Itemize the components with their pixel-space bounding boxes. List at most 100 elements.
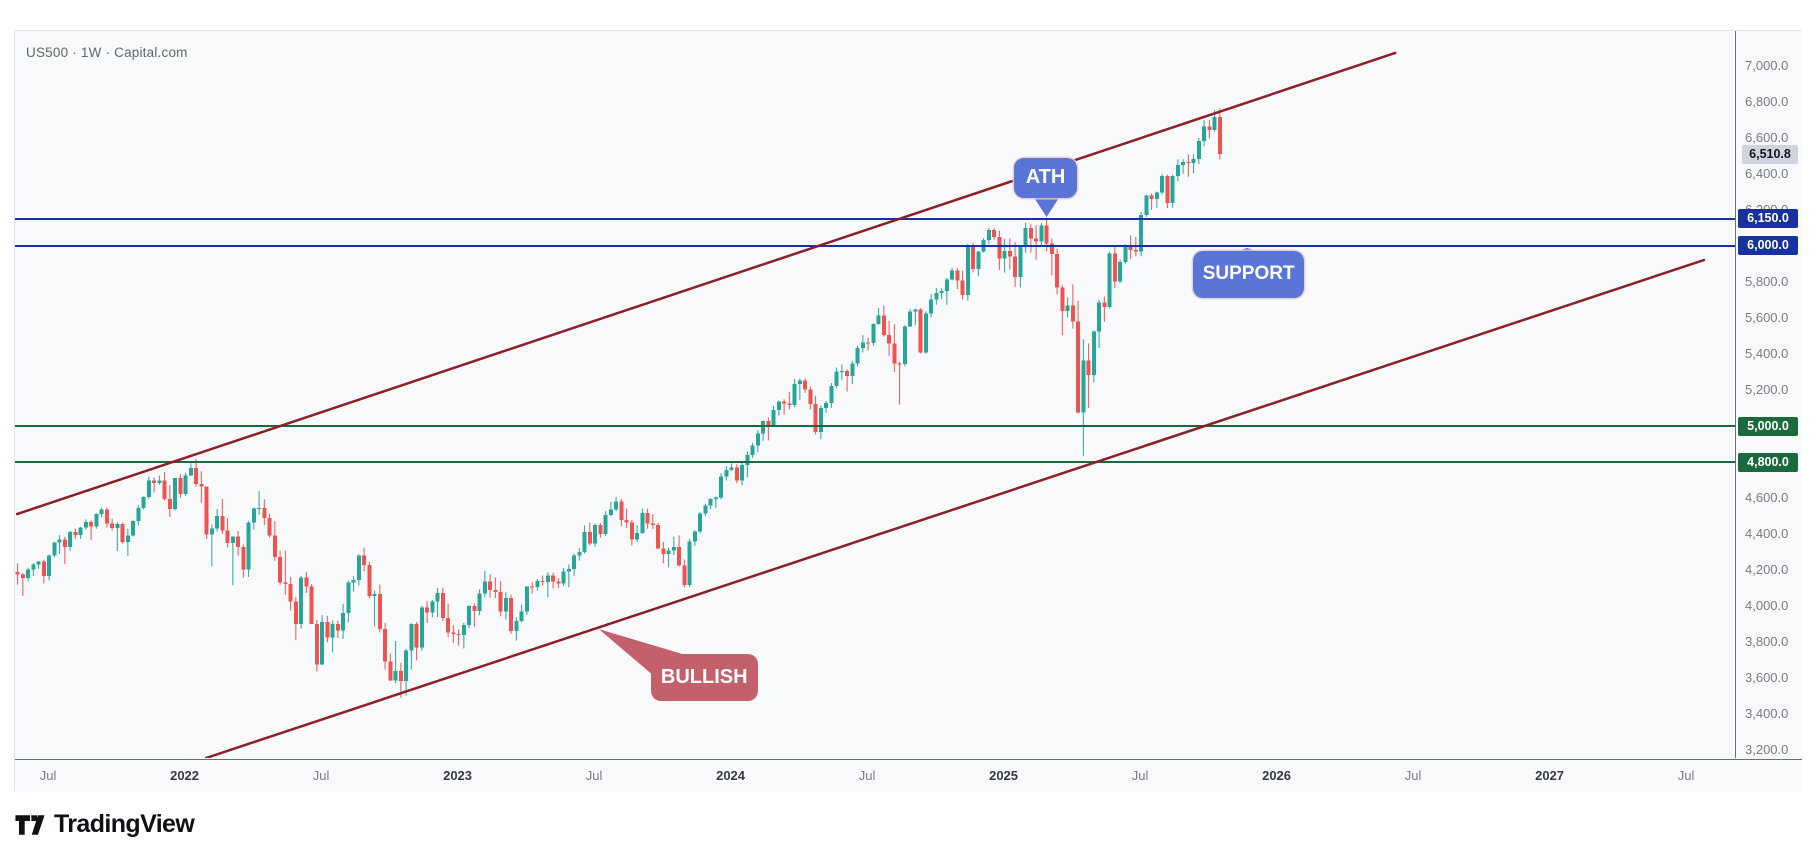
candle-body bbox=[246, 522, 251, 570]
candle-body bbox=[1049, 243, 1054, 255]
candle-body bbox=[509, 597, 514, 631]
candle-body bbox=[587, 532, 592, 544]
candle-body bbox=[986, 229, 991, 241]
price-tick-label: 4,200.0 bbox=[1745, 562, 1789, 578]
candle-body bbox=[666, 550, 671, 555]
candle-body bbox=[62, 539, 67, 548]
candle-body bbox=[152, 480, 157, 484]
time-tick-month: Jul bbox=[1677, 768, 1695, 783]
candle-body bbox=[215, 515, 220, 529]
candle-body bbox=[1018, 246, 1023, 278]
candle-body bbox=[629, 522, 634, 540]
candle-body bbox=[971, 246, 976, 270]
candle-body bbox=[1023, 227, 1028, 247]
candle-body bbox=[1139, 214, 1144, 252]
candle-body bbox=[1160, 175, 1165, 193]
candle-body bbox=[299, 577, 304, 624]
time-tick-month: Jul bbox=[1404, 768, 1422, 783]
ath-callout[interactable]: ATH bbox=[1014, 157, 1077, 198]
candlestick-chart[interactable] bbox=[15, 31, 1735, 758]
candle-body bbox=[57, 539, 62, 543]
channel-upper bbox=[15, 51, 1397, 516]
candle-body bbox=[157, 480, 162, 484]
candle-body bbox=[1149, 195, 1154, 200]
candle-body bbox=[803, 380, 808, 390]
chart-plot-area[interactable]: US500 · 1W · Capital.com ATH SUPPORT BULLI… bbox=[15, 31, 1736, 758]
candle-body bbox=[671, 546, 676, 551]
candle-body bbox=[1055, 254, 1060, 288]
candle-body bbox=[430, 601, 435, 613]
level-price-badge: 6,150.0 bbox=[1738, 209, 1798, 229]
candle-body bbox=[855, 348, 860, 364]
candle-body bbox=[272, 535, 277, 558]
tradingview-logo-icon bbox=[15, 814, 45, 835]
support-callout[interactable]: SUPPORT bbox=[1193, 250, 1305, 298]
candle-body bbox=[146, 480, 151, 498]
time-axis[interactable]: Jul 2022 Jul 2023 Jul 2024 Jul 2025 Jul 2026 Jul 20… bbox=[15, 759, 1802, 792]
candle-body bbox=[892, 343, 897, 364]
candle-body bbox=[887, 335, 892, 344]
price-tick-label: 4,600.0 bbox=[1745, 490, 1789, 506]
candle-body bbox=[41, 561, 46, 577]
candle-body bbox=[640, 513, 645, 533]
candle-body bbox=[104, 509, 109, 524]
chart-panel: US500 · 1W · Capital.com ATH SUPPORT BULLI… bbox=[14, 30, 1802, 792]
candle-body bbox=[871, 323, 876, 344]
price-tick-label: 3,400.0 bbox=[1745, 706, 1789, 722]
price-tick-label: 3,600.0 bbox=[1745, 670, 1789, 686]
time-tick-year: 2022 bbox=[170, 768, 200, 783]
candle-body bbox=[1191, 159, 1196, 164]
candle-body bbox=[188, 468, 193, 476]
candle-body bbox=[944, 279, 949, 291]
candle-body bbox=[388, 661, 393, 681]
candle-body bbox=[141, 497, 146, 508]
candle-body bbox=[740, 464, 745, 481]
candle-body bbox=[866, 342, 871, 344]
channel-lower bbox=[204, 258, 1706, 758]
candle-body bbox=[719, 476, 724, 498]
candle-body bbox=[230, 536, 235, 544]
candle-body bbox=[818, 408, 823, 432]
candle-body bbox=[624, 519, 629, 523]
candle-body bbox=[1081, 360, 1086, 413]
candle-body bbox=[1217, 117, 1222, 155]
candle-body bbox=[377, 593, 382, 629]
candle-body bbox=[750, 445, 755, 455]
candle-body bbox=[199, 484, 204, 487]
candle-body bbox=[89, 521, 94, 527]
candle-body bbox=[314, 623, 319, 665]
candle-body bbox=[36, 561, 41, 565]
tradingview-logo[interactable]: TradingView bbox=[15, 810, 195, 839]
candle-body bbox=[1112, 253, 1117, 282]
candle-body bbox=[162, 480, 167, 499]
candle-body bbox=[477, 593, 482, 611]
candle-body bbox=[519, 611, 524, 621]
candle-body bbox=[120, 524, 125, 542]
candle-body bbox=[824, 402, 829, 409]
candle-body bbox=[414, 623, 419, 648]
candle-body bbox=[356, 555, 361, 580]
candle-body bbox=[20, 574, 25, 578]
candle-body bbox=[939, 290, 944, 294]
candle-body bbox=[724, 470, 729, 477]
price-axis[interactable]: 7,000.06,800.06,600.06,400.06,200.05,800… bbox=[1736, 31, 1802, 758]
price-tick-label: 3,200.0 bbox=[1745, 742, 1789, 758]
candle-body bbox=[1170, 175, 1175, 204]
bullish-callout[interactable]: BULLISH bbox=[650, 654, 758, 702]
candle-body bbox=[792, 383, 797, 405]
candle-body bbox=[419, 607, 424, 648]
price-tick-label: 4,400.0 bbox=[1745, 526, 1789, 542]
level-price-badge: 5,000.0 bbox=[1738, 416, 1798, 436]
candle-body bbox=[1002, 251, 1007, 259]
candle-body bbox=[1034, 238, 1039, 242]
candle-body bbox=[908, 311, 913, 327]
candle-body bbox=[566, 569, 571, 572]
candle-body bbox=[288, 583, 293, 602]
candle-body bbox=[472, 606, 477, 611]
time-tick-year: 2027 bbox=[1535, 768, 1565, 783]
candle-body bbox=[1212, 117, 1217, 131]
candle-body bbox=[960, 280, 965, 295]
candle-body bbox=[31, 564, 36, 570]
time-tick-month: Jul bbox=[1131, 768, 1149, 783]
candle-body bbox=[225, 530, 230, 544]
